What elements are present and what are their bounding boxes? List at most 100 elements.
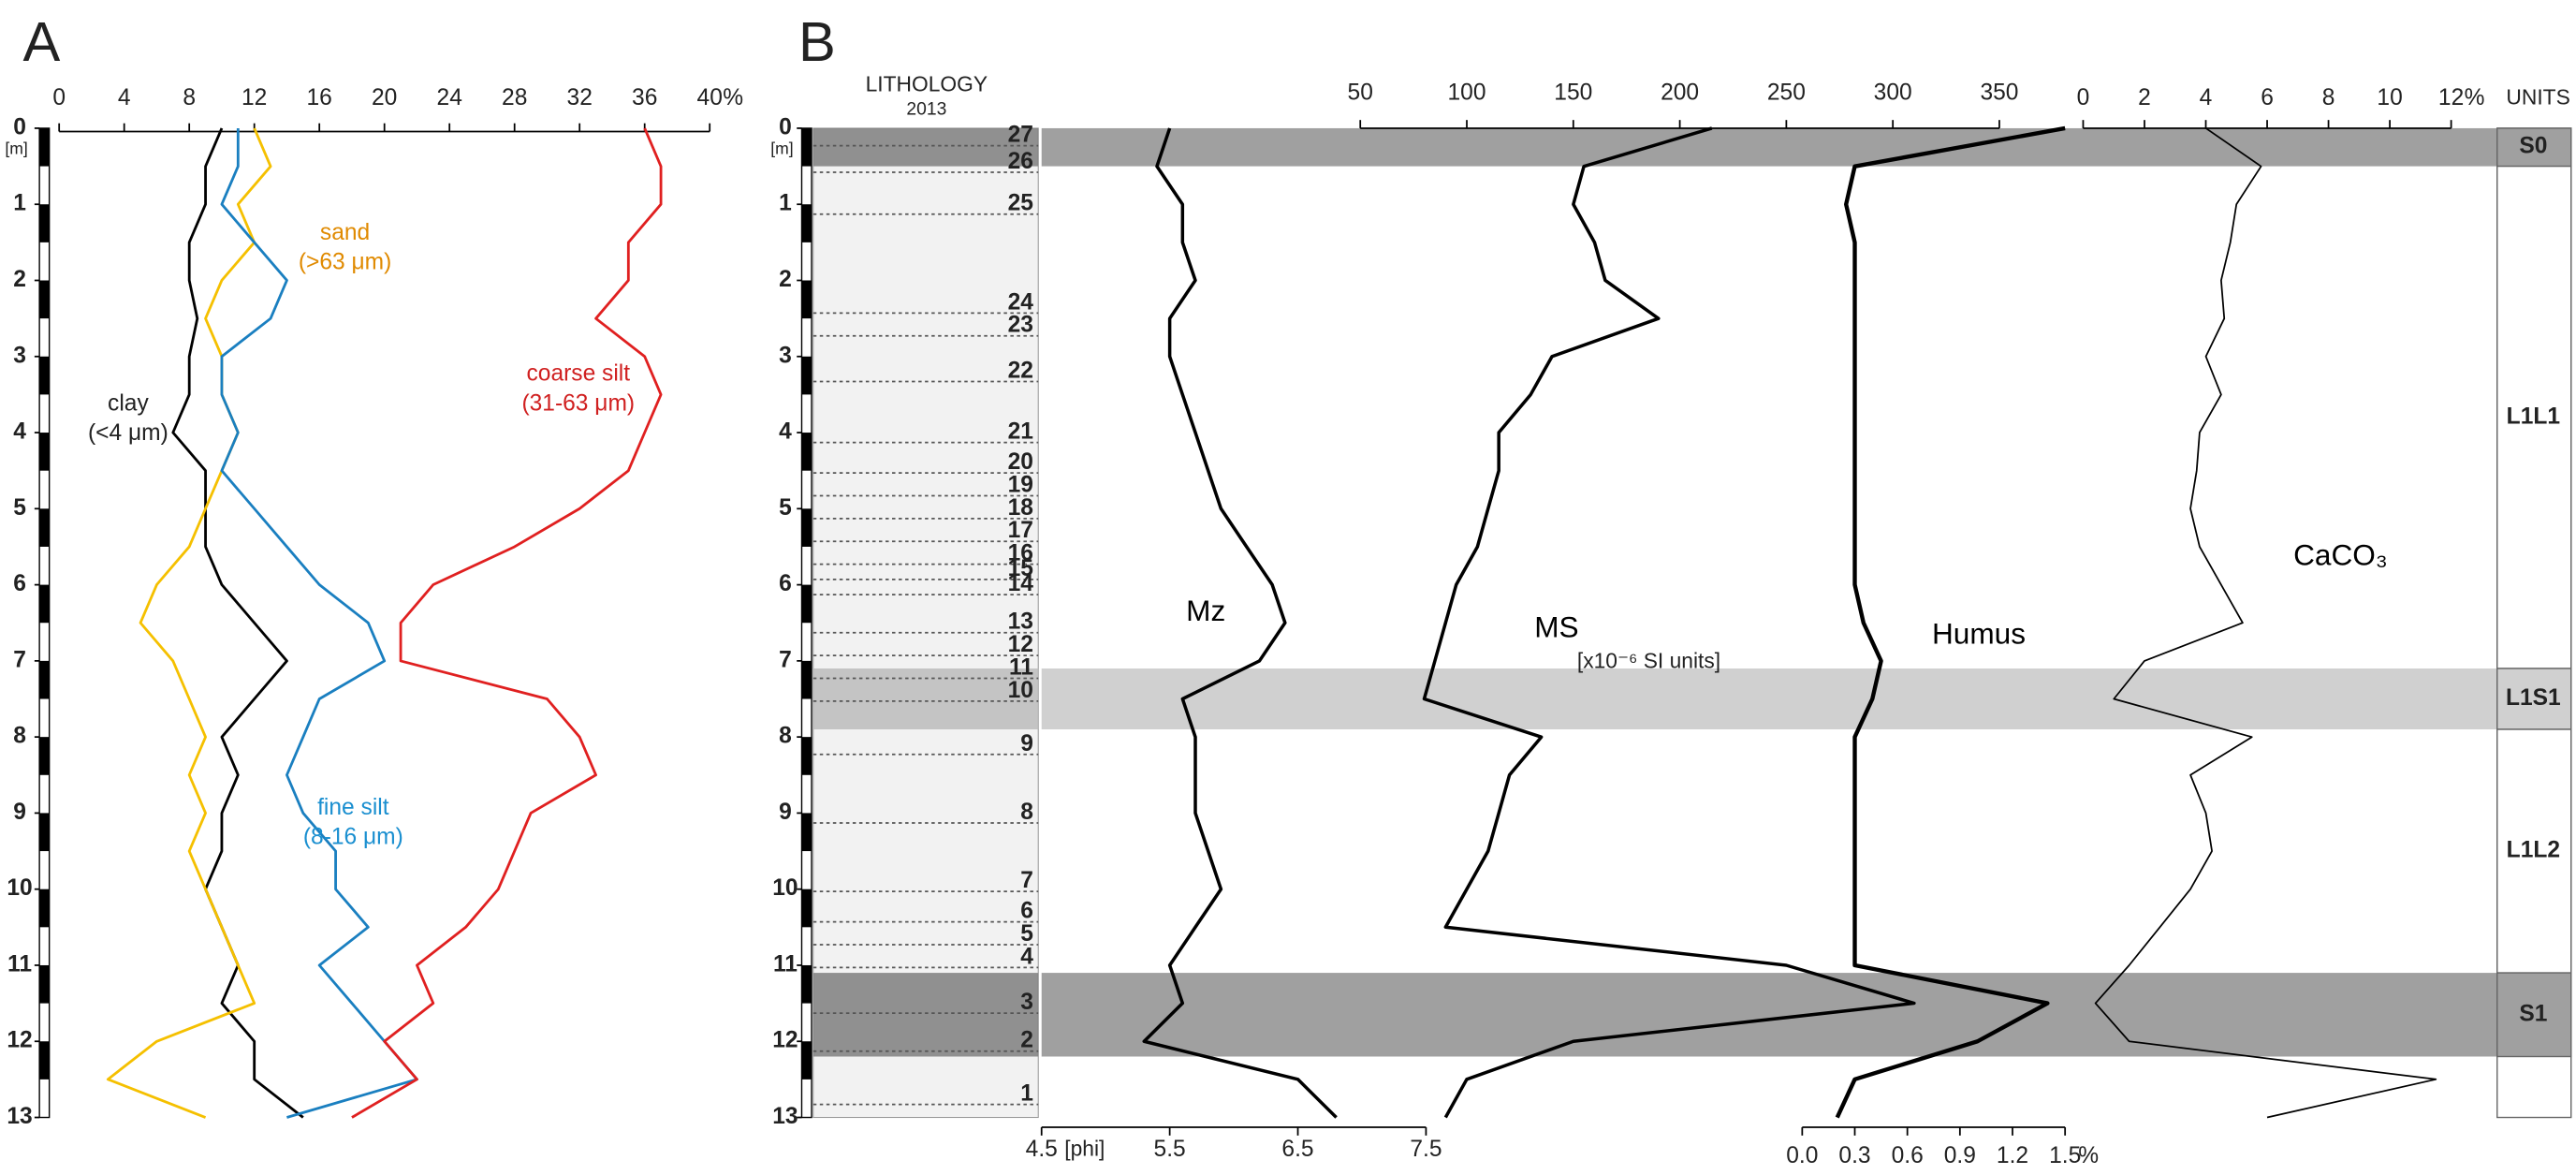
x-tick-label: 4 — [118, 85, 131, 110]
unit-label: S0 — [2519, 134, 2547, 159]
layer-label: 8 — [1020, 800, 1033, 825]
x-tick-label: 350 — [1980, 81, 2018, 106]
x-unit: [phi] — [1064, 1137, 1105, 1161]
unit-box — [2496, 165, 2572, 669]
lithology-year: 2013 — [906, 100, 946, 120]
layer-label: 14 — [1008, 571, 1034, 596]
depth-bar-segment — [801, 127, 812, 167]
x-tick-label: 16 — [307, 85, 332, 110]
layer-label: 5 — [1020, 921, 1033, 947]
unit-box — [2496, 728, 2572, 974]
depth-tick-label: 6 — [779, 571, 792, 596]
depth-tick-label: 9 — [13, 800, 26, 825]
x-tick-label: 50 — [1348, 81, 1373, 106]
series-line — [220, 127, 418, 1119]
x-tick-label: 250 — [1767, 81, 1806, 106]
depth-tick-label: 13 — [7, 1104, 32, 1129]
x-tick-label: 12 — [242, 85, 267, 110]
depth-tick-label: 3 — [779, 343, 792, 368]
depth-bar-segment — [801, 508, 812, 547]
layer-label: 26 — [1008, 149, 1033, 174]
x-unit: % — [2078, 1143, 2099, 1168]
x-tick-label: 0 — [2077, 85, 2090, 110]
series-line — [1142, 127, 1338, 1119]
depth-bar-segment — [39, 280, 50, 319]
panel-label: B — [798, 10, 836, 73]
depth-unit: [m] — [770, 139, 793, 157]
unit-label: S1 — [2519, 1001, 2547, 1026]
depth-bar-segment — [801, 813, 812, 852]
depth-bar-segment — [801, 204, 812, 242]
depth-bar-segment — [39, 508, 50, 547]
x-tick-label: 0.9 — [1944, 1143, 1976, 1168]
layer-label: 17 — [1008, 518, 1033, 543]
x-tick-label: 200 — [1661, 81, 1699, 106]
depth-tick-label: 8 — [779, 724, 792, 749]
x-tick-label: 6.5 — [1281, 1137, 1313, 1162]
x-tick-label: 7.5 — [1410, 1137, 1442, 1162]
depth-tick-label: 13 — [772, 1104, 798, 1129]
layer-label: 23 — [1008, 313, 1033, 338]
layer-label: 20 — [1008, 449, 1033, 475]
layer-label: 21 — [1008, 419, 1033, 445]
x-tick-label: 0.6 — [1892, 1143, 1924, 1168]
series-label: clay — [108, 390, 149, 416]
layer-label: 16 — [1008, 541, 1033, 566]
depth-bar-segment — [801, 280, 812, 319]
depth-bar-segment — [39, 964, 50, 1004]
x-tick-label: 150 — [1554, 81, 1592, 106]
depth-unit: [m] — [5, 139, 27, 157]
depth-bar-segment — [801, 737, 812, 775]
unit-label: L1S1 — [2506, 685, 2561, 711]
x-tick-label: 6 — [2261, 85, 2274, 110]
x-tick-label: 4.5 — [1026, 1137, 1058, 1162]
depth-bar-segment — [39, 813, 50, 852]
depth-bar-segment — [801, 889, 812, 928]
layer-label: 18 — [1008, 495, 1033, 521]
depth-bar-segment — [39, 737, 50, 775]
x-tick-label: 32 — [567, 85, 593, 110]
unit-label: L1L1 — [2507, 404, 2560, 429]
depth-tick-label: 11 — [7, 951, 32, 977]
series-label: sand — [320, 220, 370, 245]
series-label: Humus — [1932, 617, 2026, 651]
series-line — [106, 127, 272, 1119]
depth-bar-segment — [39, 433, 50, 471]
lithology-title: LITHOLOGY — [866, 71, 988, 95]
depth-bar-segment — [801, 584, 812, 624]
unit-band — [1041, 127, 2497, 167]
series-label: CaCO₃ — [2293, 537, 2388, 571]
layer-label: 10 — [1008, 678, 1033, 703]
layer-label: 7 — [1020, 868, 1033, 893]
depth-bar-segment — [801, 660, 812, 699]
depth-tick-label: 11 — [773, 951, 798, 977]
depth-tick-label: 0 — [13, 114, 26, 140]
layer-label: 13 — [1008, 610, 1033, 635]
x-tick-label: 1.5 — [2049, 1143, 2081, 1168]
layer-label: 25 — [1008, 191, 1033, 216]
depth-tick-label: 6 — [13, 571, 26, 596]
layer-label: 11 — [1009, 654, 1033, 680]
x-tick-label: 1.2 — [1997, 1143, 2028, 1168]
x-tick-label: 20 — [372, 85, 397, 110]
layer-label: 19 — [1008, 472, 1033, 497]
depth-tick-label: 8 — [13, 724, 26, 749]
depth-tick-label: 10 — [772, 875, 798, 901]
x-tick-label: 5.5 — [1154, 1137, 1186, 1162]
layer-label: 24 — [1008, 289, 1034, 315]
depth-tick-label: 3 — [13, 343, 26, 368]
depth-tick-label: 12 — [7, 1028, 32, 1053]
depth-tick-label: 2 — [779, 267, 792, 292]
depth-bar-segment — [39, 889, 50, 928]
annotation: [x10⁻⁶ SI units] — [1577, 648, 1720, 672]
x-tick-label: 28 — [502, 85, 527, 110]
depth-tick-label: 5 — [13, 495, 26, 521]
x-tick-label: 8 — [183, 85, 196, 110]
series-line — [351, 127, 663, 1119]
layer-label: 22 — [1008, 359, 1033, 384]
x-tick-label: 2 — [2138, 85, 2151, 110]
layer-label: 2 — [1020, 1028, 1033, 1053]
series-line — [2094, 127, 2437, 1119]
layer-label: 3 — [1020, 990, 1033, 1015]
